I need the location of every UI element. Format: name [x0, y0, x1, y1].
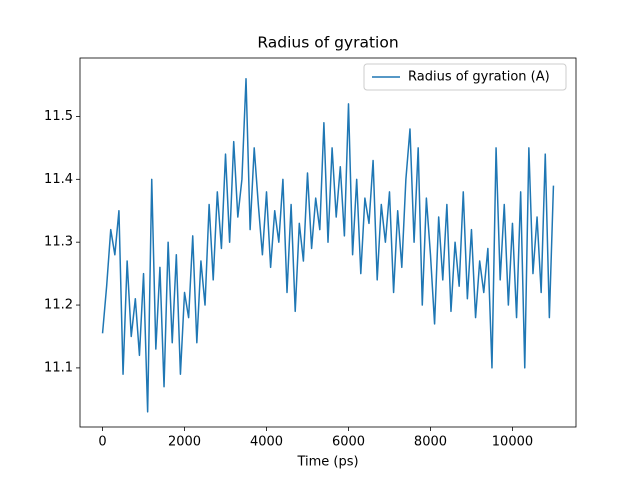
- x-tick-label: 10000: [492, 435, 533, 450]
- data-line: [101, 77, 555, 413]
- legend-box: [363, 63, 567, 91]
- y-tick-label: 11.3: [44, 235, 73, 250]
- x-tick-label: 2000: [168, 435, 201, 450]
- legend-label: Radius of gyration (A): [408, 70, 550, 85]
- y-tick-label: 11.4: [44, 172, 73, 187]
- x-tick-label: 4000: [250, 435, 283, 450]
- y-tick-label: 11.1: [44, 360, 73, 375]
- x-tick-label: 6000: [332, 435, 365, 450]
- axes-frame: [79, 57, 577, 428]
- y-tick-label: 11.5: [44, 109, 73, 124]
- y-tick-label: 11.2: [44, 298, 73, 313]
- chart-title: Radius of gyration: [257, 34, 398, 52]
- x-tick-label: 0: [98, 435, 106, 450]
- x-tick-label: 8000: [414, 435, 447, 450]
- x-axis-label: Time (ps): [296, 455, 358, 470]
